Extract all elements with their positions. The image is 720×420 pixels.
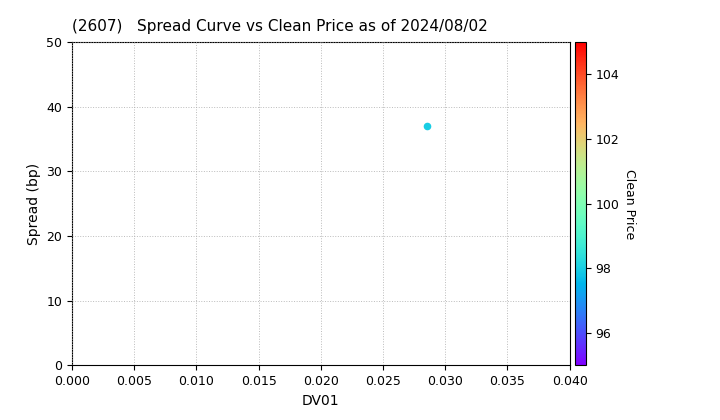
Y-axis label: Spread (bp): Spread (bp) [27,163,41,245]
X-axis label: DV01: DV01 [302,394,340,408]
Point [420,123,432,129]
Y-axis label: Clean Price: Clean Price [623,168,636,239]
Text: (2607)   Spread Curve vs Clean Price as of 2024/08/02: (2607) Spread Curve vs Clean Price as of… [72,19,487,34]
